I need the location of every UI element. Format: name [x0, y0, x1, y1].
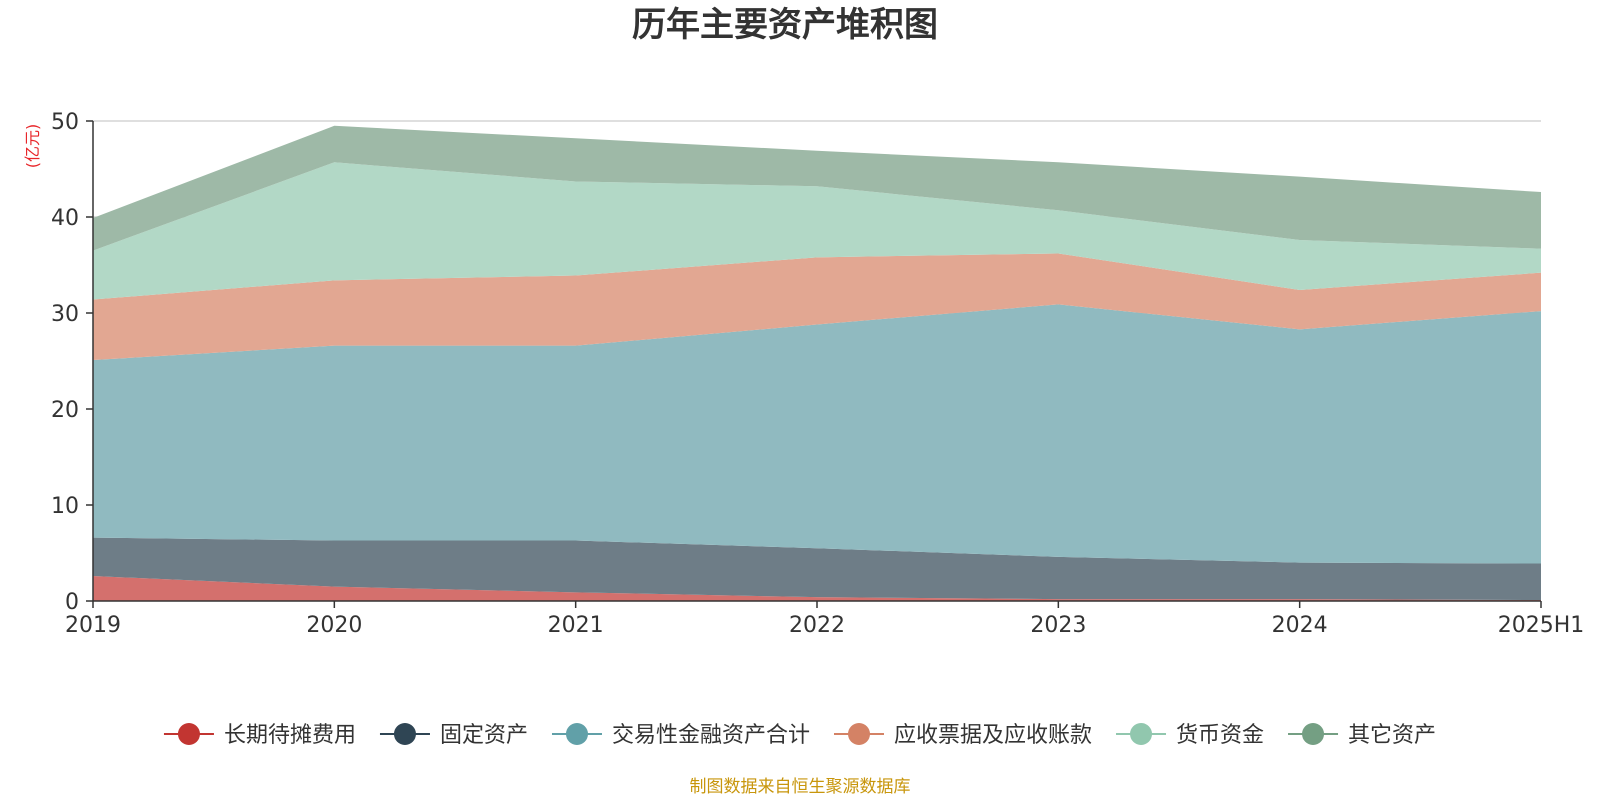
- x-tick-label-2019: 2019: [65, 613, 121, 638]
- y-tick-label-40: 40: [51, 206, 79, 231]
- legend-label-6: 其它资产: [1348, 723, 1436, 748]
- y-tick-label-10: 10: [51, 494, 79, 519]
- axes: 0 10 20 30 40 50 2019 2020 2021 2022 2023 2024 2025H…: [51, 110, 1584, 638]
- area-series-2: [93, 537, 1541, 601]
- legend-item-6: 其它资产: [1288, 723, 1436, 748]
- legend-item-5: 货币资金: [1116, 723, 1264, 748]
- legend-marker-5: [1130, 723, 1153, 745]
- legend-marker-6: [1302, 723, 1325, 745]
- legend-marker-4: [848, 723, 870, 745]
- area-series-6: [93, 125, 1541, 251]
- legend-item-3: 交易性金融资产合计: [551, 723, 810, 748]
- legend-item-4: 应收票据及应收账款: [834, 723, 1092, 748]
- x-tick-label-2023: 2023: [1030, 613, 1086, 638]
- area-series-4: [93, 253, 1541, 361]
- x-tick-label-2021: 2021: [548, 613, 604, 638]
- legend-item-1: 长期待摊费用: [163, 723, 356, 748]
- x-tick-label-2022: 2022: [789, 613, 845, 638]
- legend-label-3: 交易性金融资产合计: [612, 723, 810, 748]
- legend-item-2: 固定资产: [379, 723, 528, 748]
- source-note: 制图数据来自恒生聚源数据库: [690, 777, 911, 797]
- legend-label-4: 应收票据及应收账款: [894, 723, 1092, 748]
- y-tick-label-0: 0: [65, 590, 79, 615]
- area-series: [93, 125, 1541, 601]
- legend-marker-1: [177, 723, 200, 745]
- legend-label-5: 货币资金: [1176, 723, 1264, 748]
- y-axis-unit-label: (亿元): [23, 124, 42, 169]
- y-tick-label-30: 30: [51, 302, 79, 327]
- chart-title: 历年主要资产堆积图: [632, 5, 938, 45]
- legend: 长期待摊费用 固定资产 交易性金融资产合计 应收票据及应收账款 货币资金 其它资产: [163, 723, 1436, 748]
- legend-label-1: 长期待摊费用: [224, 723, 356, 748]
- x-tick-label-2025H1: 2025H1: [1498, 613, 1585, 638]
- legend-label-2: 固定资产: [440, 723, 528, 748]
- y-tick-label-50: 50: [51, 110, 79, 135]
- x-tick-label-2024: 2024: [1272, 613, 1328, 638]
- legend-marker-2: [393, 723, 416, 745]
- legend-marker-3: [565, 723, 588, 745]
- y-tick-label-20: 20: [51, 398, 79, 423]
- area-series-1: [93, 576, 1541, 601]
- area-series-3: [93, 304, 1541, 564]
- x-tick-label-2020: 2020: [306, 613, 362, 638]
- area-series-5: [93, 162, 1541, 300]
